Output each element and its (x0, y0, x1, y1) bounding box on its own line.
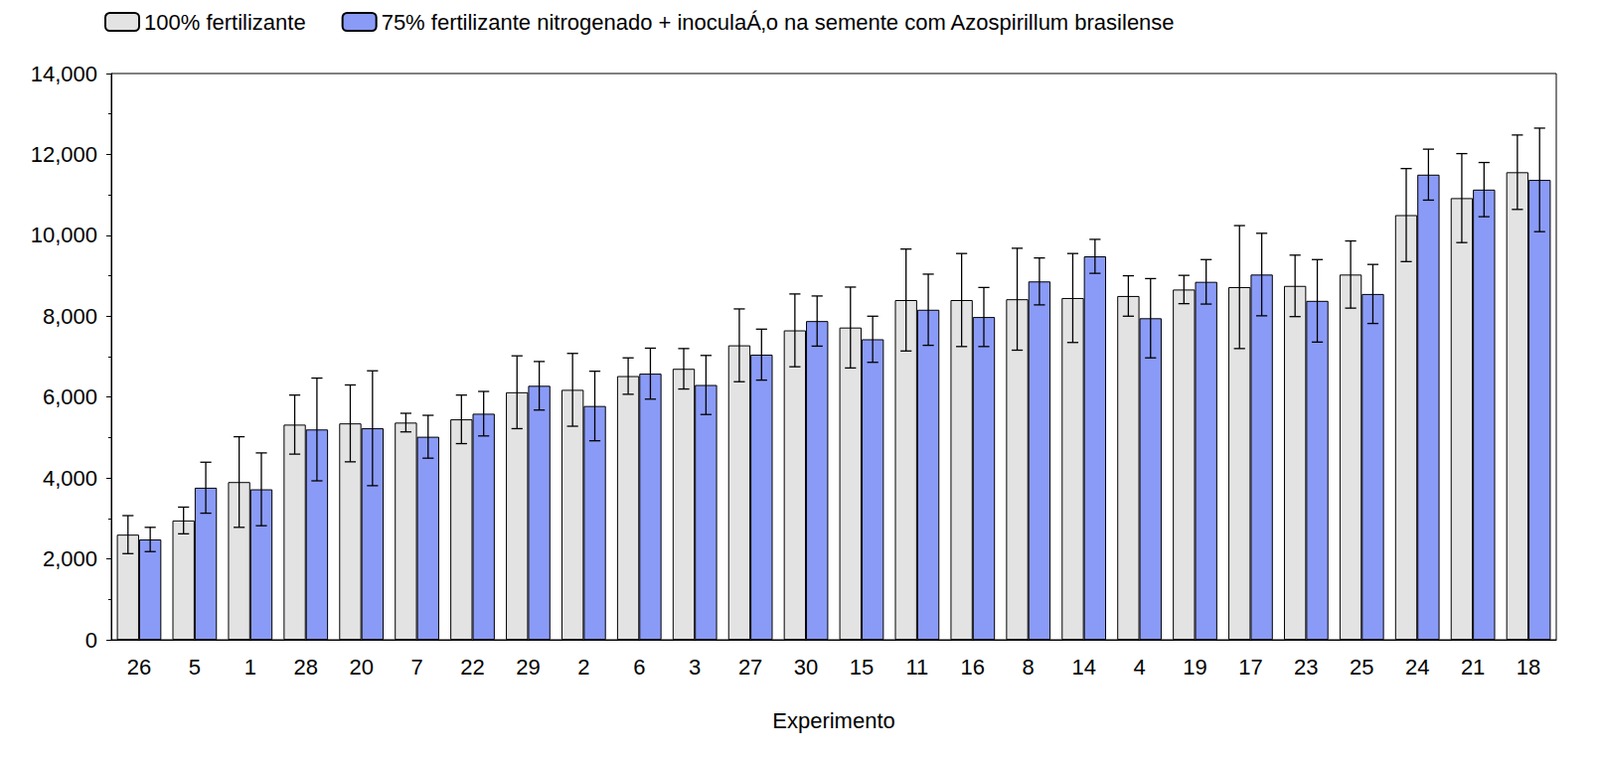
svg-text:15: 15 (849, 654, 874, 680)
svg-text:2,000: 2,000 (42, 546, 98, 572)
svg-text:3: 3 (688, 654, 701, 680)
svg-text:4: 4 (1132, 654, 1145, 680)
svg-text:14,000: 14,000 (30, 61, 98, 87)
svg-text:100% fertilizante: 100% fertilizante (144, 9, 307, 35)
svg-text:2: 2 (577, 654, 590, 680)
svg-text:75% fertilizante nitrogenado +: 75% fertilizante nitrogenado + inoculaÁ‚… (381, 9, 1175, 35)
svg-text:25: 25 (1349, 654, 1374, 680)
svg-text:28: 28 (293, 654, 318, 680)
svg-text:19: 19 (1182, 654, 1207, 680)
svg-text:20: 20 (348, 654, 373, 680)
svg-text:6: 6 (633, 654, 645, 680)
svg-text:8,000: 8,000 (42, 304, 98, 329)
svg-text:12,000: 12,000 (30, 142, 98, 167)
svg-text:24: 24 (1405, 654, 1430, 680)
svg-text:14: 14 (1071, 654, 1096, 680)
svg-text:1: 1 (244, 654, 257, 680)
svg-text:27: 27 (738, 654, 763, 680)
svg-text:5: 5 (188, 654, 201, 680)
svg-text:16: 16 (960, 654, 985, 680)
svg-text:21: 21 (1460, 654, 1485, 680)
svg-text:17: 17 (1238, 654, 1263, 680)
svg-text:4,000: 4,000 (42, 466, 98, 491)
svg-text:18: 18 (1516, 654, 1541, 680)
svg-text:6,000: 6,000 (42, 384, 98, 410)
svg-text:10,000: 10,000 (30, 222, 98, 248)
svg-text:8: 8 (1022, 654, 1035, 680)
svg-text:29: 29 (515, 654, 540, 680)
svg-text:22: 22 (460, 654, 484, 680)
svg-text:Experimento: Experimento (772, 708, 896, 734)
svg-text:11: 11 (905, 654, 929, 680)
svg-text:30: 30 (794, 654, 818, 680)
svg-text:23: 23 (1293, 654, 1318, 680)
svg-text:26: 26 (127, 654, 152, 680)
svg-text:7: 7 (410, 654, 423, 680)
svg-text:0: 0 (85, 628, 98, 653)
